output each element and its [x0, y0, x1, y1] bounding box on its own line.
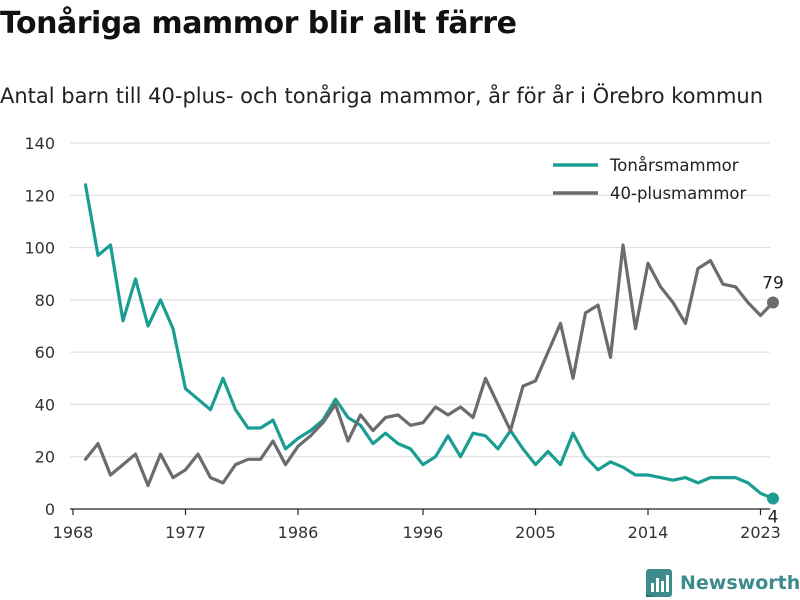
- x-tick-label: 2023: [740, 523, 781, 542]
- x-tick-label: 1977: [165, 523, 206, 542]
- series-end-label: 4: [768, 508, 779, 528]
- x-tick-label: 1968: [53, 523, 94, 542]
- y-axis: 0 20 40 60 80 100 120 140: [24, 134, 55, 519]
- x-tick-label: 1986: [278, 523, 319, 542]
- newsworthy-brand: Newsworthy: [646, 568, 800, 598]
- series-end-label: 79: [762, 273, 784, 293]
- y-tick-label: 120: [24, 186, 55, 205]
- series-lines: 4 79: [83, 183, 784, 528]
- y-tick-label: 60: [35, 343, 55, 362]
- y-tick-label: 100: [24, 239, 55, 258]
- legend: Tonårsmammor 40-plusmammor: [553, 156, 746, 203]
- series-line-tonarsmammor: [83, 183, 775, 501]
- chart-title: Tonåriga mammor blir allt färre: [0, 6, 517, 41]
- legend-label: 40-plusmammor: [610, 184, 746, 203]
- legend-label: Tonårsmammor: [609, 156, 739, 175]
- x-tick-label: 1996: [403, 523, 444, 542]
- series-end-point: [767, 296, 779, 309]
- bar-chart-logo-icon: [646, 569, 672, 597]
- x-axis: 1968 1977 1986 1996 2005 2014 2023: [53, 508, 781, 542]
- y-tick-label: 80: [35, 291, 55, 310]
- y-tick-label: 40: [35, 395, 55, 414]
- series-end-point: [767, 492, 779, 505]
- y-tick-label: 20: [35, 448, 55, 467]
- grid-lines: [70, 142, 770, 458]
- chart-subtitle: Antal barn till 40-plus- och tonåriga ma…: [0, 84, 764, 108]
- series-line-40-plusmammor: [83, 243, 775, 488]
- brand-name: Newsworthy: [680, 572, 800, 594]
- x-tick-label: 2005: [515, 523, 556, 542]
- y-tick-label: 140: [24, 134, 55, 153]
- y-tick-label: 0: [45, 500, 55, 519]
- x-tick-label: 2014: [628, 523, 669, 542]
